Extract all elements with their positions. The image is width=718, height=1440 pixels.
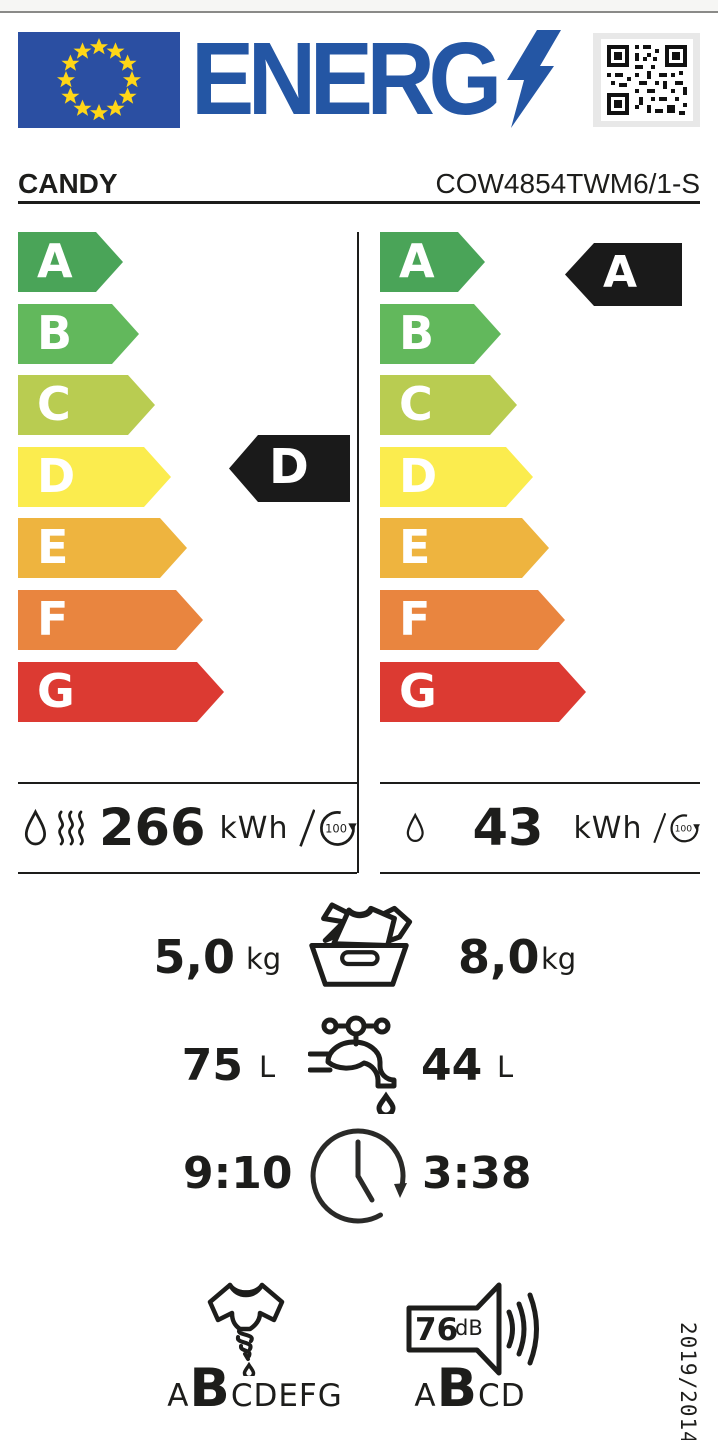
noise-speaker-icon: 76 dB bbox=[405, 1282, 545, 1376]
grade-arrow-c: C bbox=[18, 375, 155, 435]
slash-icon bbox=[298, 809, 315, 847]
rule bbox=[380, 782, 700, 784]
brand-row: CANDY COW4854TWM6/1-S bbox=[18, 168, 700, 202]
grade-arrow-g: G bbox=[18, 662, 224, 722]
svg-text:100: 100 bbox=[325, 822, 347, 836]
spin-dry-shirt-icon bbox=[196, 1280, 296, 1376]
regulation-reference: 2019/2014 bbox=[676, 1322, 700, 1440]
noise-grade-scale: ABCD bbox=[414, 1358, 526, 1419]
model-number: COW4854TWM6/1-S bbox=[435, 168, 701, 199]
water-wash-dry: 75 bbox=[181, 1040, 243, 1091]
qr-code bbox=[593, 33, 700, 127]
grade-arrow-b: B bbox=[18, 304, 139, 364]
grade-arrow-d: D bbox=[18, 447, 171, 507]
lightning-bolt-icon bbox=[503, 30, 561, 128]
grade-arrow-e: E bbox=[380, 518, 549, 578]
duration-wash: 3:38 bbox=[422, 1148, 532, 1199]
capacity-unit: kg bbox=[541, 942, 577, 976]
rule bbox=[380, 872, 700, 874]
energy-unit: kWh bbox=[573, 810, 643, 846]
svg-text:76: 76 bbox=[415, 1312, 458, 1348]
clock-icon bbox=[308, 1126, 408, 1226]
water-tap-icon bbox=[308, 1014, 404, 1114]
label-top-edge bbox=[0, 0, 718, 13]
energy-value-wash: 43 bbox=[472, 798, 544, 858]
svg-text:100: 100 bbox=[675, 824, 693, 835]
grade-arrow-f: F bbox=[380, 590, 565, 650]
header-divider bbox=[18, 201, 700, 204]
grade-arrow-a: A bbox=[380, 232, 485, 292]
water-unit: L bbox=[497, 1050, 514, 1084]
capacity-wash-dry: 5,0 bbox=[153, 930, 236, 984]
water-wash: 44 bbox=[421, 1040, 483, 1091]
column-divider bbox=[357, 232, 359, 873]
heat-waves-icon bbox=[58, 810, 84, 846]
energy-logo-text: ENERG bbox=[191, 20, 502, 136]
rule bbox=[18, 782, 357, 784]
spin-grade-scale: ABCDEFG bbox=[167, 1358, 343, 1419]
grade-arrow-e: E bbox=[18, 518, 187, 578]
water-drop-icon bbox=[24, 808, 46, 846]
rule bbox=[18, 872, 357, 874]
duration-wash-dry: 9:10 bbox=[183, 1148, 293, 1199]
svg-text:dB: dB bbox=[455, 1316, 483, 1340]
capacity-wash: 8,0 bbox=[458, 930, 540, 984]
slash-icon bbox=[652, 812, 666, 844]
grade-arrow-c: C bbox=[380, 375, 517, 435]
energy-wash-row: 43 kWh 100 bbox=[380, 784, 700, 872]
rating-tag-wash: A bbox=[565, 243, 682, 306]
grade-arrow-f: F bbox=[18, 590, 203, 650]
eu-flag-icon bbox=[18, 32, 180, 128]
water-unit: L bbox=[259, 1050, 276, 1084]
rating-tag-wash-dry: D bbox=[229, 435, 350, 502]
grade-arrow-d: D bbox=[380, 447, 533, 507]
grade-arrow-a: A bbox=[18, 232, 123, 292]
energy-unit: kWh bbox=[219, 810, 289, 846]
per-100-cycles-icon: 100 bbox=[320, 811, 357, 846]
capacity-unit: kg bbox=[246, 942, 282, 976]
laundry-basket-icon bbox=[300, 896, 418, 1000]
water-drop-icon bbox=[406, 812, 424, 842]
brand-name: CANDY bbox=[18, 168, 118, 199]
energy-logo: ENERG bbox=[191, 20, 522, 136]
energy-value-wash-dry: 266 bbox=[98, 798, 206, 858]
grade-arrow-g: G bbox=[380, 662, 586, 722]
per-100-cycles-icon: 100 bbox=[670, 814, 700, 843]
energy-wash-dry-row: 266 kWh 100 bbox=[18, 784, 357, 872]
grade-arrow-b: B bbox=[380, 304, 501, 364]
